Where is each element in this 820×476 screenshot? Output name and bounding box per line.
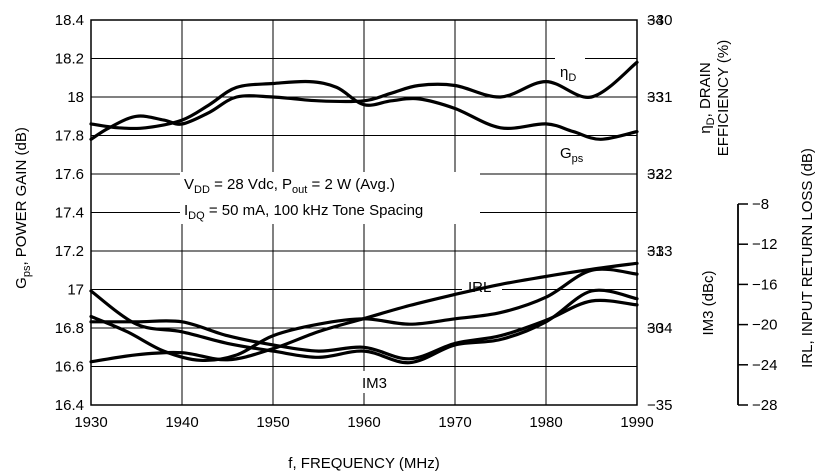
- x-tick-label: 1940: [165, 414, 198, 431]
- condition-line-1: VDD = 28 Vdc, Pout = 2 W (Avg.): [184, 176, 395, 196]
- y-eff-tick-label: 31: [647, 243, 664, 260]
- y-eff-tick-label: 32: [647, 166, 664, 183]
- axes: 1930 1940 1950 1960 1970 1980 1990 16.4 16.6 16.8…: [55, 12, 778, 431]
- series-label-im3: IM3: [362, 375, 387, 392]
- y-im3-tick-label: −34: [647, 320, 672, 337]
- y-eff-axis-title-line2: EFFICIENCY (%): [715, 40, 732, 156]
- x-tick-label: 1960: [347, 414, 380, 431]
- y-left-tick-label: 17.8: [55, 128, 84, 145]
- label-background: [356, 371, 404, 393]
- y-left-tick-label: 17.6: [55, 166, 84, 183]
- x-tick-label: 1930: [74, 414, 107, 431]
- x-axis-title: f, FREQUENCY (MHz): [288, 455, 439, 472]
- series-label-gps: Gps: [560, 145, 584, 165]
- series-line--d: [89, 60, 639, 141]
- y-irl-tick-label: −8: [752, 196, 769, 213]
- y-eff-tick-label: 33: [647, 89, 664, 106]
- condition-line-2: IDQ = 50 mA, 100 kHz Tone Spacing: [184, 202, 423, 222]
- y-left-tick-label: 17.4: [55, 205, 84, 222]
- series-lines: [89, 60, 639, 365]
- y-im3-tick-label: −33: [647, 243, 672, 260]
- series-line-gps: [89, 79, 639, 141]
- conditions-background: [180, 172, 480, 224]
- y-left-axis-title: Gps, POWER GAIN (dB): [13, 127, 33, 289]
- y-left-tick-label: 16.4: [55, 397, 84, 414]
- y-left-tick-label: 18: [67, 89, 84, 106]
- y-irl-tick-label: −20: [752, 317, 777, 334]
- y-eff-axis-title-line1: ηD, DRAIN: [697, 62, 717, 133]
- x-tick-label: 1980: [529, 414, 562, 431]
- series-label-irl: IRL: [468, 279, 491, 296]
- x-tick-label: 1990: [620, 414, 653, 431]
- y-im3-tick-label: −30: [647, 12, 672, 29]
- x-tick-label: 1950: [256, 414, 289, 431]
- y-im3-tick-label: −31: [647, 89, 672, 106]
- y-left-tick-label: 18.2: [55, 51, 84, 68]
- y-irl-tick-label: −28: [752, 397, 777, 414]
- y-left-tick-label: 17: [67, 282, 84, 299]
- series-line-im3: [89, 267, 639, 363]
- y-im3-tick-label: −35: [647, 397, 672, 414]
- y-irl-tick-label: −12: [752, 236, 777, 253]
- y-irl-tick-label: −24: [752, 357, 777, 374]
- y-irl-axis-title: IRL, INPUT RETURN LOSS (dB): [799, 148, 816, 368]
- series-line-im3-trace-3-: [89, 298, 639, 361]
- y-irl-tick-label: −16: [752, 276, 777, 293]
- y-im3-axis-title: IM3 (dBc): [700, 270, 717, 335]
- plot-frame: [90, 19, 638, 406]
- grid: [90, 19, 638, 406]
- y-left-tick-label: 18.4: [55, 12, 84, 29]
- y-left-tick-label: 17.2: [55, 243, 84, 260]
- y-eff-tick-label: 34: [647, 12, 664, 29]
- series-label-etad: ηD: [560, 64, 576, 84]
- label-background: [555, 58, 585, 82]
- label-background: [555, 138, 591, 164]
- y-left-tick-label: 16.6: [55, 359, 84, 376]
- y-im3-tick-label: −32: [647, 166, 672, 183]
- x-tick-label: 1970: [438, 414, 471, 431]
- y-eff-tick-label: 30: [647, 320, 664, 337]
- y-left-tick-label: 16.8: [55, 320, 84, 337]
